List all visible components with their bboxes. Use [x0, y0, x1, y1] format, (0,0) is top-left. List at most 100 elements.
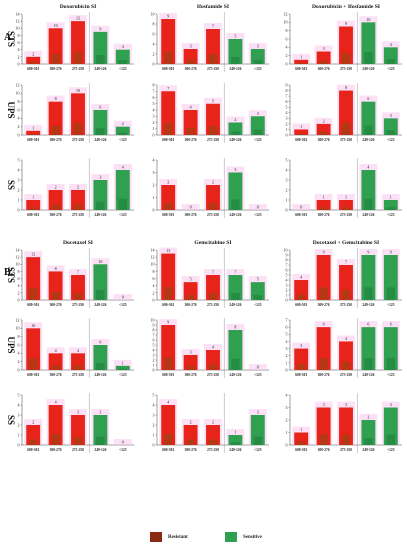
bar-shade: [164, 357, 173, 370]
row-label: SS: [6, 180, 16, 190]
bar-shade: [29, 62, 38, 64]
y-tick-label: 10: [284, 247, 288, 252]
bar-value-label: 0: [300, 205, 302, 210]
section-label-a: A.: [4, 32, 14, 43]
x-tick-label: 300-276: [318, 303, 330, 307]
chart-title: Doxorubicin + Ifosfamide SI: [312, 4, 380, 10]
x-tick-label: 249-126: [94, 303, 106, 307]
y-tick-label: 4: [153, 41, 155, 46]
y-tick-label: 4: [286, 392, 288, 397]
bar-value-label: 6: [99, 105, 101, 110]
y-tick-label: 7: [153, 89, 155, 94]
x-tick-label: 600-301: [162, 373, 174, 377]
x-tick-label: 600-301: [295, 303, 307, 307]
bar: [316, 200, 331, 210]
chart-panel: Doxorubicin SI STS 0 2 4 6 8 10 12 14 2 600-301 10 30…: [6, 4, 134, 72]
bar-shade: [186, 128, 195, 135]
x-tick-label: 249-126: [94, 373, 106, 377]
y-tick-label: 12: [16, 19, 20, 24]
y-tick-label: 8: [286, 88, 288, 93]
bar: [115, 365, 130, 370]
bar-shade: [73, 436, 83, 445]
y-tick-label: 2: [286, 417, 288, 422]
x-tick-label: <125: [254, 213, 262, 217]
bar-value-label: 4: [167, 400, 169, 405]
y-tick-label: 1: [153, 195, 155, 200]
bar-value-label: 6: [99, 340, 101, 345]
bar-shade: [386, 287, 395, 300]
x-tick-label: 300-276: [50, 67, 62, 71]
y-tick-label: 4: [18, 283, 20, 288]
y-tick-label: 5: [153, 392, 155, 397]
bar-value-label: 4: [345, 336, 347, 341]
y-tick-label: 6: [286, 267, 288, 272]
bar-value-label: 9: [167, 14, 169, 19]
x-tick-label: 249-126: [229, 373, 241, 377]
bar-value-label: 10: [366, 17, 370, 22]
bar-value-label: 6: [367, 322, 369, 327]
bar-shade: [96, 201, 105, 210]
y-tick-label: 9: [286, 252, 288, 257]
chart-panel: 0 1 2 3 4 5 6 7 3 600-301 6 300-276 4 275-250 6 249-126…: [286, 317, 402, 378]
legend-label-sensitive: Sensitive: [243, 534, 262, 540]
y-tick-label: 5: [286, 332, 288, 337]
bar-shade: [253, 295, 262, 300]
bar-highlight: [292, 53, 311, 64]
y-tick-label: 8: [18, 334, 20, 339]
bar-shade: [29, 133, 38, 135]
bar: [339, 200, 353, 210]
x-tick-label: 249-126: [362, 303, 374, 307]
chart-panel: UPS 0 2 4 6 8 10 12 1 600-301 8 300-276 10 275-250 6 24…: [6, 82, 134, 143]
y-tick-label: 1: [286, 292, 288, 297]
x-tick-label: 249-126: [362, 373, 374, 377]
bar-shade: [186, 365, 195, 370]
y-tick-label: 1: [286, 360, 288, 365]
bar-shade: [51, 204, 60, 210]
y-tick-label: 2: [153, 51, 155, 56]
bar-highlight: [292, 123, 311, 135]
y-tick-label: 4: [18, 47, 20, 52]
bar: [228, 435, 243, 445]
bar-value-label: 1: [32, 195, 34, 200]
bar-value-label: 3: [99, 410, 101, 415]
y-tick-label: 0: [18, 442, 20, 447]
x-tick-label: 300-276: [50, 138, 62, 142]
x-tick-label: 275-250: [72, 303, 84, 307]
legend: Resistant Sensitive: [0, 531, 407, 545]
bar-shade: [341, 207, 351, 210]
bar-shade: [73, 52, 83, 64]
bar-value-label: 3: [390, 402, 392, 407]
y-tick-label: 3: [153, 170, 155, 175]
y-tick-label: 0: [153, 367, 155, 372]
y-tick-label: 2: [153, 290, 155, 295]
x-tick-label: 600-301: [27, 448, 39, 452]
x-tick-label: 600-301: [27, 138, 39, 142]
chart-panels: Doxorubicin SISTS024681012142600-3011030…: [6, 4, 402, 453]
bar-shade: [51, 433, 60, 445]
bar-value-label: 2: [323, 118, 325, 123]
bar-shade: [364, 358, 373, 370]
bar-value-label: 10: [31, 323, 35, 328]
x-tick-label: 249-126: [229, 67, 241, 71]
x-tick-label: 600-301: [162, 67, 174, 71]
bar-value-label: 4: [390, 42, 392, 47]
y-tick-label: 3: [286, 177, 288, 182]
y-tick-label: 0: [153, 297, 155, 302]
bar-shade: [364, 125, 373, 135]
bar-value-label: 0: [257, 205, 259, 210]
y-tick-label: 3: [286, 116, 288, 121]
bar-shade: [51, 292, 60, 300]
y-tick-label: 10: [284, 20, 288, 25]
bar: [383, 200, 398, 210]
bar-shade: [96, 290, 105, 300]
x-tick-label: 300-276: [50, 373, 62, 377]
bar-value-label: 6: [323, 322, 325, 327]
x-tick-label: 600-301: [295, 373, 307, 377]
legend-swatch-sensitive: [225, 532, 237, 542]
y-tick-label: 4: [153, 157, 155, 162]
y-tick-label: 6: [286, 36, 288, 41]
bar-value-label: 4: [77, 348, 79, 353]
y-tick-label: 8: [153, 269, 155, 274]
y-tick-label: 0: [18, 297, 20, 302]
bar-shade: [253, 436, 262, 445]
